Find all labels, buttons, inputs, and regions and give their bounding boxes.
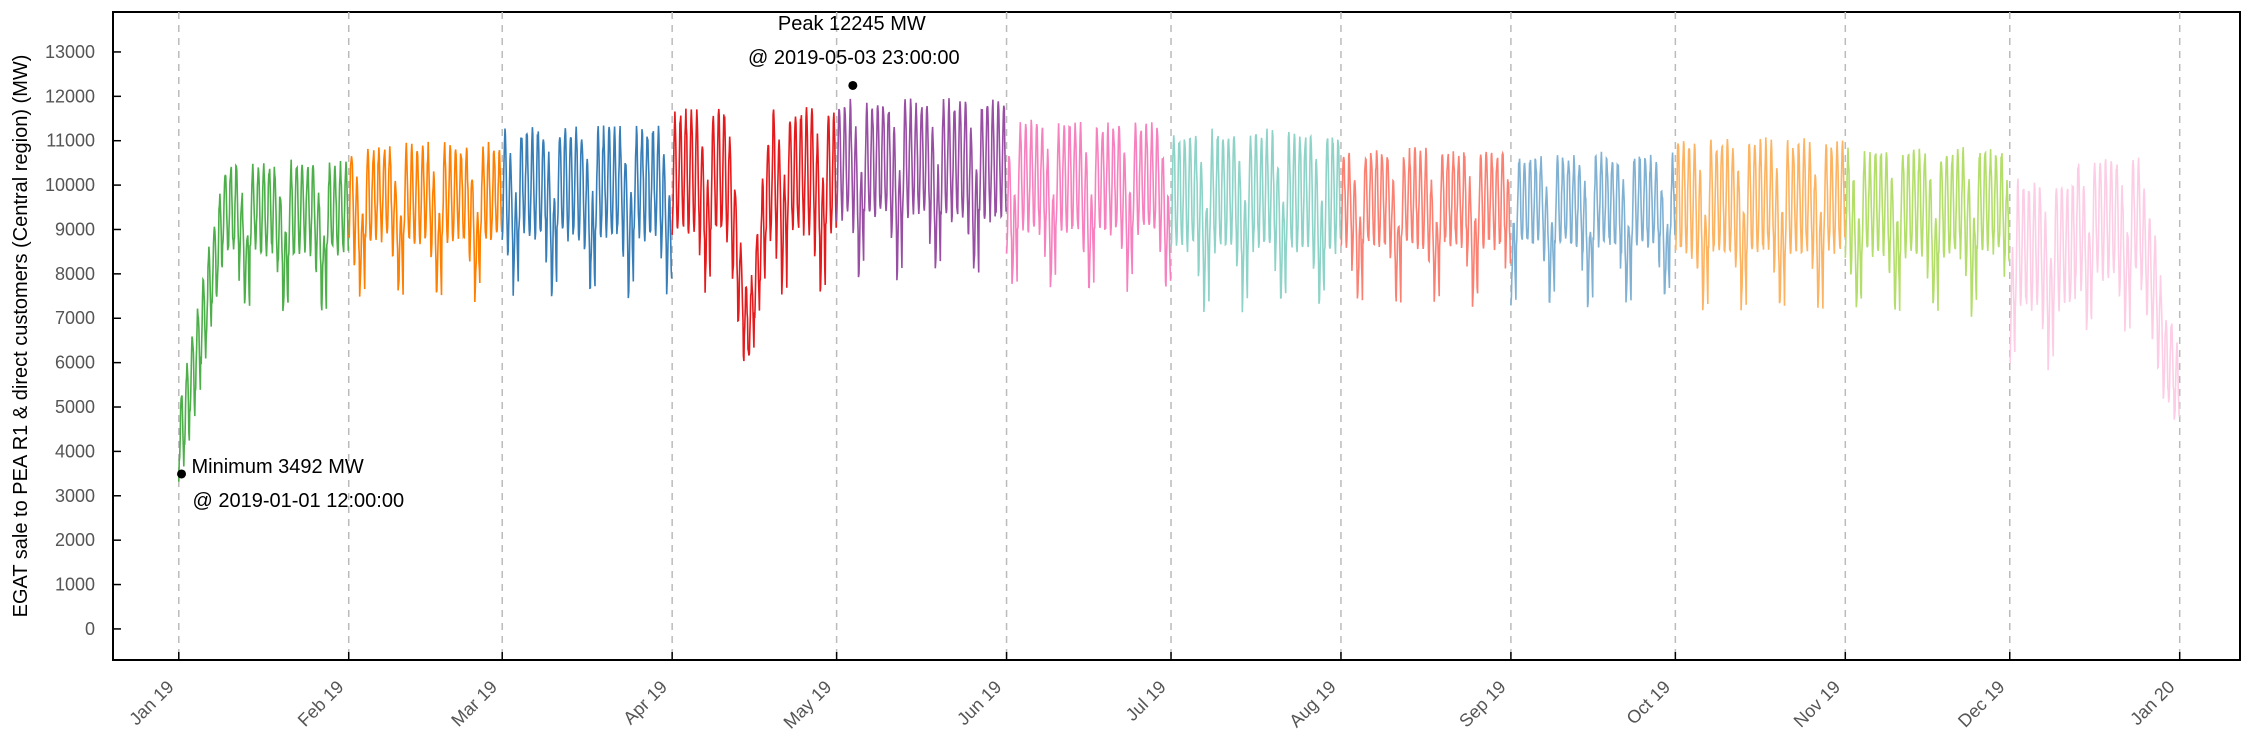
series-line-2019-02 <box>347 141 503 303</box>
x-axis-ticks: Jan 19 Feb 19 Mar 19 Apr 19 May 19 Jun 19 Jul … <box>125 652 2181 733</box>
minimum-marker <box>177 469 187 479</box>
series-line-2019-03 <box>501 125 673 299</box>
x-tick-label: Jun 19 <box>953 677 1005 729</box>
x-tick-label: Jan 19 <box>125 677 177 729</box>
peak-label: Peak 12245 MW <box>778 13 926 35</box>
y-tick-label: 8000 <box>55 264 95 284</box>
y-tick-label: 11000 <box>46 131 95 151</box>
x-tick-label: Jul 19 <box>1122 677 1170 725</box>
series-line-2019-12 <box>2009 157 2180 420</box>
x-tick-label: Mar 19 <box>447 677 501 731</box>
y-tick-label: 1000 <box>55 575 95 595</box>
grid-lines <box>178 12 2181 660</box>
minimum-label: Minimum 3492 MW <box>192 456 364 478</box>
series-line-2019-04 <box>671 107 837 362</box>
y-tick-label: 4000 <box>55 441 95 461</box>
y-tick-label: 7000 <box>55 308 95 328</box>
y-tick-label: 6000 <box>55 353 95 373</box>
x-tick-label: Oct 19 <box>1623 677 1675 729</box>
x-tick-label: Dec 19 <box>1954 677 2008 731</box>
plot-frame <box>112 11 2241 661</box>
series-line-2019-07 <box>1170 128 1342 313</box>
y-tick-label: 5000 <box>55 397 95 417</box>
peak-marker <box>848 80 858 90</box>
series-line-2019-09 <box>1510 151 1676 308</box>
series-line-2019-06 <box>1005 119 1172 292</box>
minimum-sublabel: @ 2019-01-01 12:00:00 <box>193 490 405 512</box>
y-tick-label: 0 <box>85 619 95 639</box>
y-tick-label: 3000 <box>55 486 95 506</box>
y-tick-label: 12000 <box>45 86 95 106</box>
series-line-2019-11 <box>1844 147 2011 317</box>
x-tick-label: Jan 20 <box>2126 677 2178 729</box>
x-tick-label: Aug 19 <box>1285 677 1339 731</box>
x-tick-label: Apr 19 <box>619 677 671 729</box>
y-tick-label: 10000 <box>45 175 95 195</box>
series-line-2019-01 <box>178 159 350 482</box>
peak-sublabel: @ 2019-05-03 23:00:00 <box>748 47 960 69</box>
x-tick-label: Feb 19 <box>294 677 348 731</box>
y-tick-label: 9000 <box>55 219 95 239</box>
x-tick-label: Nov 19 <box>1790 677 1844 731</box>
series-line-2019-10 <box>1674 137 1846 311</box>
annotations: Peak 12245 MW @ 2019-05-03 23:00:00 Mini… <box>177 13 960 512</box>
series-lines <box>178 98 2180 482</box>
series-line-2019-08 <box>1340 147 1512 307</box>
y-tick-label: 13000 <box>45 42 95 62</box>
y-tick-label: 2000 <box>55 530 95 550</box>
series-line-2019-05 <box>835 98 1007 281</box>
y-axis-ticks: 0 1000 2000 3000 4000 5000 6000 7000 8000 9000 100… <box>45 42 121 639</box>
x-tick-label: Sep 19 <box>1455 677 1509 731</box>
y-axis-title: EGAT sale to PEA R1 & direct customers (… <box>10 55 32 618</box>
x-tick-label: May 19 <box>780 677 836 733</box>
